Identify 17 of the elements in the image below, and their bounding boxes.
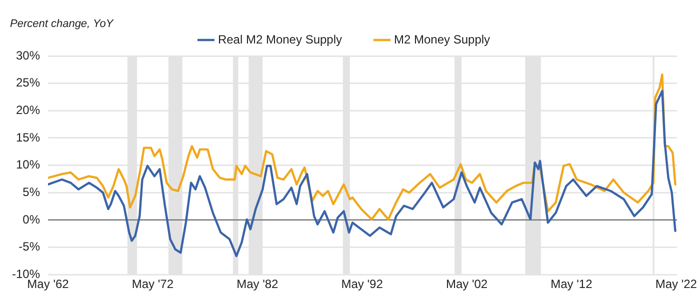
x-tick-label: May '72 [132,277,174,292]
y-tick-label: -5% [18,240,40,254]
y-tick-label: 20% [16,102,40,117]
y-tick-label: 5% [22,184,40,199]
x-tick-label: May '22 [655,277,698,292]
legend-label: M2 Money Supply [394,32,490,46]
legend-label: Real M2 Money Supply [218,32,342,46]
x-tick-label: May '12 [550,277,593,292]
y-tick-label: 10% [16,158,40,172]
y-tick-label: 15% [16,130,40,144]
x-tick-label: May '02 [446,277,488,292]
y-tick-label: 30% [16,48,40,62]
x-tick-label: May '82 [236,277,279,292]
x-tick-label: May '92 [341,277,384,292]
y-axis-title: Percent change, YoY [10,18,114,30]
y-tick-label: 0% [22,212,40,226]
y-tick-label: 25% [16,76,40,90]
